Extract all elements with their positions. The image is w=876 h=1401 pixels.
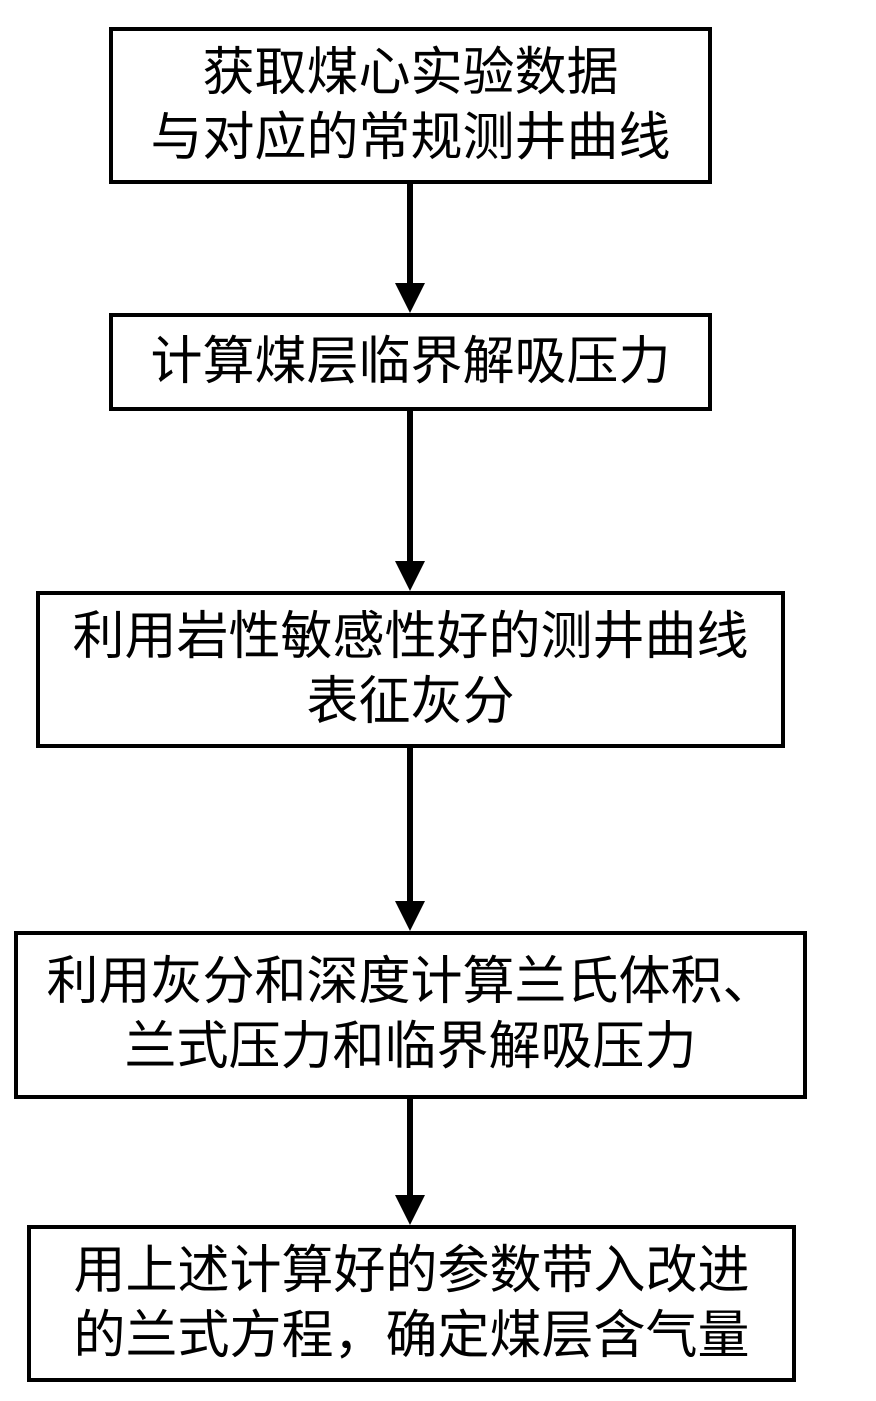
flow-node-n5: 用上述计算好的参数带入改进 的兰式方程，确定煤层含气量 xyxy=(27,1225,796,1382)
flow-edge-n2-n3 xyxy=(390,411,430,591)
flow-node-n3: 利用岩性敏感性好的测井曲线 表征灰分 xyxy=(36,591,785,748)
flow-edge-n1-n2 xyxy=(390,184,430,313)
flow-edge-n4-n5 xyxy=(390,1099,430,1225)
flow-node-n1: 获取煤心实验数据 与对应的常规测井曲线 xyxy=(109,27,712,184)
flow-edge-n3-n4 xyxy=(390,748,430,931)
flowchart-canvas: 获取煤心实验数据 与对应的常规测井曲线计算煤层临界解吸压力利用岩性敏感性好的测井… xyxy=(0,0,876,1401)
flow-node-n2: 计算煤层临界解吸压力 xyxy=(109,313,712,411)
flow-node-n4: 利用灰分和深度计算兰氏体积、 兰式压力和临界解吸压力 xyxy=(14,931,807,1099)
